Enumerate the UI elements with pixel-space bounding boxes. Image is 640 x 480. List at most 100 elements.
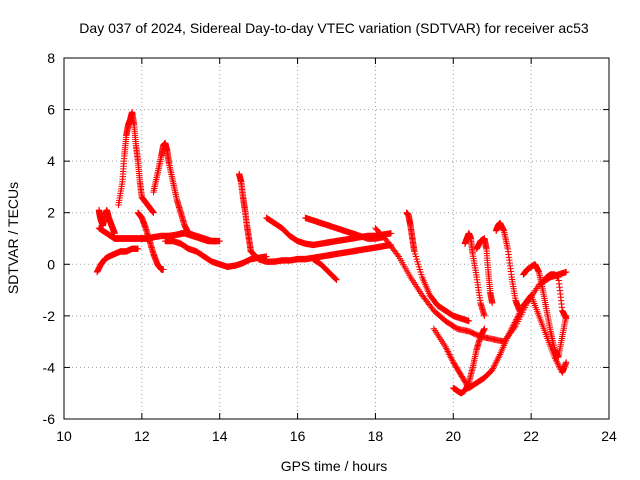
data-points bbox=[93, 108, 570, 397]
x-tick-label: 24 bbox=[601, 428, 617, 444]
data-point bbox=[493, 357, 501, 364]
y-tick-label: 4 bbox=[47, 153, 55, 169]
x-tick-label: 10 bbox=[56, 428, 72, 444]
data-point bbox=[510, 322, 517, 329]
data-point bbox=[111, 230, 118, 237]
data-point bbox=[387, 230, 395, 237]
data-point bbox=[553, 358, 561, 365]
y-axis-label: SDTVAR / TECUs bbox=[5, 182, 21, 294]
grid bbox=[64, 58, 609, 419]
data-point bbox=[331, 275, 339, 282]
data-point bbox=[562, 268, 570, 276]
series-arc-u bbox=[520, 261, 570, 361]
data-point bbox=[489, 299, 496, 307]
data-point bbox=[445, 349, 452, 357]
data-point bbox=[442, 343, 449, 350]
series-arc-v bbox=[539, 271, 570, 322]
data-point bbox=[446, 352, 454, 360]
series-arc-c bbox=[95, 206, 118, 237]
series-arc-m bbox=[309, 255, 340, 283]
data-point bbox=[443, 346, 451, 354]
data-point bbox=[508, 325, 515, 332]
data-point bbox=[514, 313, 522, 320]
data-point bbox=[513, 314, 521, 322]
data-point bbox=[494, 355, 501, 363]
x-tick-label: 14 bbox=[212, 428, 228, 444]
data-point bbox=[515, 311, 522, 319]
data-point bbox=[134, 245, 142, 253]
series-arc-p bbox=[461, 230, 488, 320]
data-point bbox=[509, 324, 516, 331]
series-arc-r bbox=[492, 219, 523, 314]
series-arc-i bbox=[235, 170, 255, 255]
data-point bbox=[511, 319, 518, 326]
series-arc-s bbox=[430, 292, 570, 392]
data-point bbox=[216, 237, 223, 245]
data-point bbox=[492, 359, 500, 366]
data-point bbox=[555, 361, 562, 369]
x-tick-label: 22 bbox=[523, 428, 539, 444]
data-point bbox=[332, 275, 339, 283]
series-arc-k bbox=[263, 214, 395, 249]
data-point bbox=[444, 348, 452, 355]
data-point bbox=[443, 345, 450, 352]
y-tick-label: -4 bbox=[43, 359, 56, 375]
series-arc-b bbox=[93, 245, 142, 276]
plot-frame bbox=[63, 57, 610, 420]
data-point bbox=[518, 305, 525, 312]
x-tick-label: 16 bbox=[290, 428, 306, 444]
data-point bbox=[446, 351, 453, 358]
data-point bbox=[517, 308, 524, 315]
series-arc-t bbox=[450, 325, 488, 397]
data-point bbox=[505, 331, 512, 339]
data-point bbox=[513, 316, 520, 323]
x-tick-label: 12 bbox=[134, 428, 150, 444]
data-point bbox=[510, 320, 518, 328]
y-tick-label: 0 bbox=[47, 256, 55, 272]
data-point bbox=[449, 357, 456, 364]
data-point bbox=[516, 310, 523, 317]
series-arc-e bbox=[134, 209, 167, 273]
y-tick-label: -6 bbox=[43, 411, 56, 427]
series-arc-q bbox=[473, 235, 496, 307]
y-tick-label: 2 bbox=[47, 205, 55, 221]
y-tick-label: 6 bbox=[47, 102, 55, 118]
data-point bbox=[160, 266, 167, 273]
data-point bbox=[517, 306, 525, 314]
data-point bbox=[555, 363, 563, 370]
series-arc-f bbox=[150, 139, 192, 237]
data-point bbox=[481, 312, 488, 320]
data-point bbox=[491, 362, 498, 369]
data-point bbox=[465, 317, 473, 325]
data-point bbox=[489, 365, 497, 372]
data-point bbox=[496, 352, 503, 360]
data-point bbox=[150, 209, 157, 216]
series-arc-d bbox=[115, 108, 157, 216]
chart-title: Day 037 of 2024, Sidereal Day-to-day VTE… bbox=[79, 20, 589, 36]
x-tick-label: 18 bbox=[368, 428, 384, 444]
data-point bbox=[562, 315, 570, 322]
series-arc-o bbox=[403, 209, 473, 325]
x-axis-label: GPS time / hours bbox=[281, 458, 388, 474]
series-arc-h bbox=[177, 230, 223, 245]
data-point bbox=[481, 325, 488, 332]
data-point bbox=[394, 251, 401, 259]
data-point bbox=[495, 354, 502, 361]
data-point bbox=[490, 363, 497, 371]
data-point bbox=[489, 366, 496, 374]
data-point bbox=[562, 359, 570, 366]
data-point bbox=[507, 327, 515, 334]
data-point bbox=[512, 317, 519, 325]
data-point bbox=[554, 360, 561, 367]
x-tick-label: 20 bbox=[445, 428, 461, 444]
data-point bbox=[492, 360, 499, 368]
series-arc-g bbox=[162, 237, 270, 271]
data-point bbox=[447, 354, 455, 361]
y-tick-label: -2 bbox=[43, 308, 56, 324]
data-point bbox=[506, 330, 513, 337]
data-point bbox=[448, 355, 455, 363]
data-point bbox=[504, 333, 511, 340]
y-tick-label: 8 bbox=[47, 50, 55, 66]
